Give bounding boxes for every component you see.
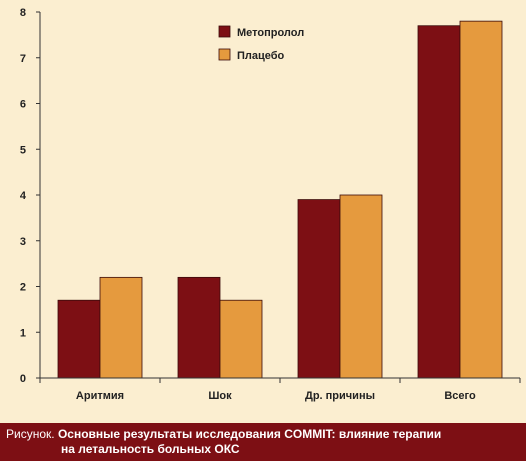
x-axis-ticks: Аритмия Шок Др. причины Всего <box>39 378 521 402</box>
bar-metoprolol <box>177 276 221 379</box>
bar-placebo <box>459 20 503 379</box>
y-tick-label: 4 <box>20 190 27 202</box>
legend-swatch <box>218 48 231 61</box>
bar-chart: 0 1 2 3 4 5 6 7 8 Аритмия Шок Др. причины Всего Мет… <box>20 7 521 402</box>
y-axis-ticks: 0 1 2 3 4 5 6 7 8 <box>20 7 40 385</box>
x-category-label: Др. причины <box>305 390 375 402</box>
caption-title-line2: на летальность больных ОКС <box>61 442 240 456</box>
y-tick-label: 2 <box>20 282 26 294</box>
x-category-label: Шок <box>208 390 232 402</box>
y-tick-label: 0 <box>20 373 26 385</box>
legend-label: Плацебо <box>237 50 285 62</box>
y-tick-label: 3 <box>20 236 26 248</box>
bar-placebo <box>339 194 383 379</box>
legend: Метопролол Плацебо <box>218 25 304 62</box>
y-tick-label: 6 <box>20 99 26 111</box>
y-tick-label: 7 <box>20 53 26 65</box>
legend-label: Метопролол <box>237 27 304 39</box>
bar-metoprolol <box>417 25 461 379</box>
bar-placebo <box>219 299 263 379</box>
bars <box>57 20 503 379</box>
caption-prefix: Рисунок. <box>6 427 55 441</box>
y-tick-label: 5 <box>20 144 26 156</box>
bar-metoprolol <box>297 199 341 379</box>
y-tick-label: 1 <box>20 327 26 339</box>
legend-swatch <box>218 25 231 38</box>
bar-placebo <box>99 276 143 379</box>
figure-caption: Рисунок. Основные результаты исследовани… <box>0 423 526 461</box>
caption-title-line1: Основные результаты исследования COMMIT:… <box>57 427 442 441</box>
bar-metoprolol <box>57 299 101 379</box>
y-tick-label: 8 <box>20 7 26 19</box>
x-category-label: Всего <box>444 390 476 402</box>
x-category-label: Аритмия <box>76 390 124 402</box>
